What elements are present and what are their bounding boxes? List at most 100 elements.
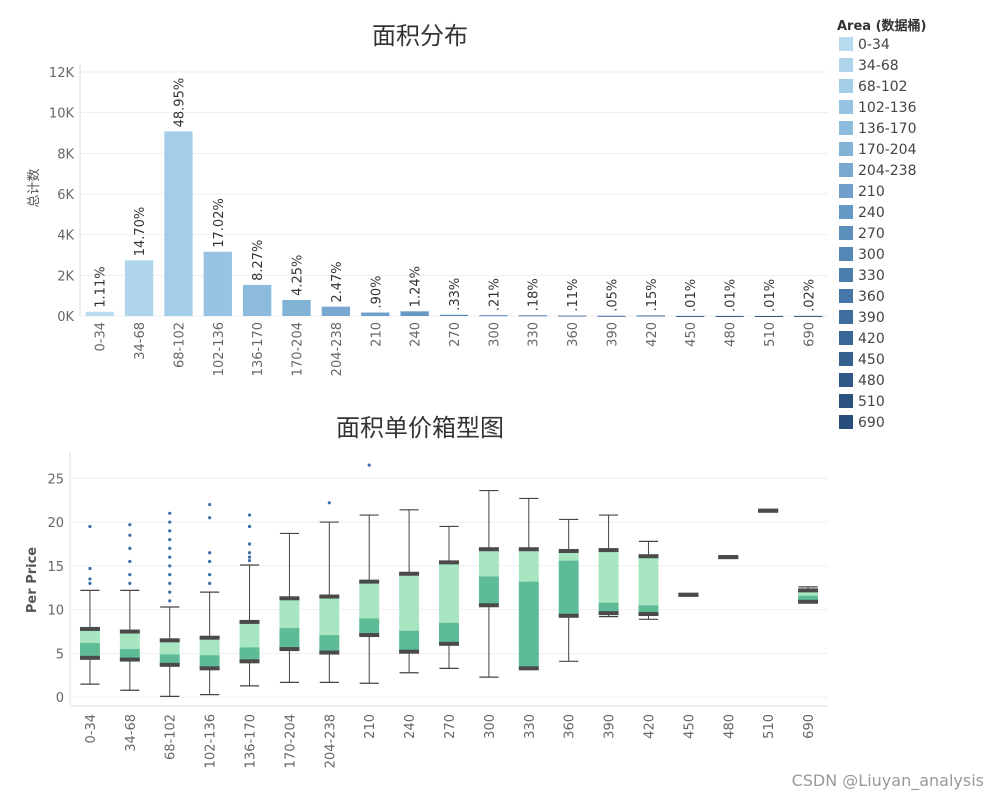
legend-item[interactable]: 300 <box>839 247 885 263</box>
bar[interactable] <box>794 315 823 317</box>
legend-item[interactable]: 34-68 <box>839 58 899 74</box>
box-item[interactable] <box>758 508 779 513</box>
legend-item[interactable]: 204-238 <box>839 163 917 179</box>
bar-x-tick-label: 240 <box>409 322 424 347</box>
box-x-tick-label: 34-68 <box>124 714 139 752</box>
bar-data-label: .21% <box>487 278 502 311</box>
bar[interactable] <box>203 251 232 316</box>
bar[interactable] <box>439 314 469 316</box>
legend-item[interactable]: 690 <box>839 415 885 431</box>
box-item[interactable] <box>79 524 100 685</box>
bar[interactable] <box>636 315 666 317</box>
box-x-tick-label: 690 <box>802 714 817 739</box>
bar-data-label: 8.27% <box>251 240 266 281</box>
legend-item[interactable]: 330 <box>839 268 885 284</box>
box-item[interactable] <box>598 514 619 618</box>
box-q1-line <box>279 647 300 652</box>
box-outlier <box>247 513 252 517</box>
legend-swatch <box>839 184 853 198</box>
legend-item[interactable]: 0-34 <box>839 37 890 53</box>
legend-item[interactable]: 390 <box>839 310 885 326</box>
bar[interactable] <box>164 131 193 316</box>
legend-label: 420 <box>858 331 885 347</box>
box-lower-half <box>798 595 819 602</box>
box-q1-line <box>359 633 380 638</box>
box-item[interactable] <box>478 489 499 678</box>
box-q3-line <box>598 548 619 553</box>
box-item[interactable] <box>359 463 380 684</box>
box-item[interactable] <box>199 502 220 696</box>
legend-label: 210 <box>858 184 885 200</box>
bar[interactable] <box>557 315 587 317</box>
box-y-tick-label: 5 <box>56 647 64 662</box>
box-q3-line <box>399 571 420 576</box>
bar[interactable] <box>400 311 429 316</box>
box-lower-half <box>518 581 539 669</box>
legend-label: 360 <box>858 289 885 305</box>
box-item[interactable] <box>439 525 459 669</box>
box-item[interactable] <box>279 532 300 683</box>
legend-label: 204-238 <box>858 163 917 179</box>
legend-item[interactable]: 102-136 <box>839 100 917 116</box>
legend-swatch <box>839 163 853 177</box>
bar[interactable] <box>85 311 114 316</box>
box-q1-line <box>319 650 340 655</box>
box-x-tick-label: 204-238 <box>323 714 338 768</box>
bar-y-tick-label: 0K <box>57 310 74 325</box>
box-item[interactable] <box>798 586 819 604</box>
legend-item[interactable]: 510 <box>839 394 885 410</box>
bar[interactable] <box>518 315 547 317</box>
box-lower-half <box>159 654 180 665</box>
legend-item[interactable]: 240 <box>839 205 885 221</box>
box-q3-line <box>638 554 659 559</box>
bar[interactable] <box>676 315 705 317</box>
legend-item[interactable]: 68-102 <box>839 79 908 95</box>
box-outlier <box>168 511 172 515</box>
legend-item[interactable]: 210 <box>839 184 885 200</box>
box-outlier <box>168 564 172 568</box>
legend-swatch <box>839 310 853 324</box>
legend-item[interactable]: 420 <box>839 331 885 347</box>
box-outlier <box>247 559 252 563</box>
legend-item[interactable]: 450 <box>839 352 885 368</box>
bar[interactable] <box>361 312 390 316</box>
box-item[interactable] <box>399 509 420 674</box>
box-item[interactable] <box>678 592 699 597</box>
box-item[interactable] <box>558 518 579 662</box>
legend-item[interactable]: 136-170 <box>839 121 917 137</box>
bar[interactable] <box>321 306 351 316</box>
legend-item[interactable]: 170-204 <box>839 142 917 158</box>
bar-x-tick-label: 360 <box>566 322 581 347</box>
box-x-tick-label: 420 <box>642 714 657 739</box>
legend-item[interactable]: 480 <box>839 373 885 389</box>
box-x-tick-label: 240 <box>403 714 418 739</box>
legend-label: 0-34 <box>858 37 890 53</box>
bar[interactable] <box>479 315 508 317</box>
bar-data-label: 4.25% <box>291 255 306 296</box>
bar[interactable] <box>754 315 784 317</box>
legend-item[interactable]: 270 <box>839 226 885 242</box>
bar-chart-title: 面积分布 <box>372 22 468 50</box>
box-item[interactable] <box>119 523 140 691</box>
bar[interactable] <box>597 315 626 317</box>
bar[interactable] <box>715 315 744 317</box>
box-item[interactable] <box>239 513 260 687</box>
box-item[interactable] <box>319 501 340 683</box>
box-item[interactable] <box>518 497 539 671</box>
box-item[interactable] <box>159 511 180 697</box>
box-q1-line <box>79 655 100 660</box>
bar-x-tick-label: 102-136 <box>212 322 227 376</box>
bar[interactable] <box>242 284 272 316</box>
box-item[interactable] <box>718 555 739 560</box>
box-item[interactable] <box>638 540 659 620</box>
box-upper-half <box>159 640 180 655</box>
box-outlier <box>208 551 212 555</box>
box-upper-half <box>199 637 220 656</box>
bar-y-tick-label: 8K <box>57 147 74 162</box>
box-outlier <box>128 559 132 564</box>
bar[interactable] <box>124 260 154 316</box>
box-x-tick-label: 102-136 <box>204 714 219 768</box>
box-lower-half <box>638 605 659 615</box>
legend-item[interactable]: 360 <box>839 289 885 305</box>
bar[interactable] <box>282 299 311 316</box>
